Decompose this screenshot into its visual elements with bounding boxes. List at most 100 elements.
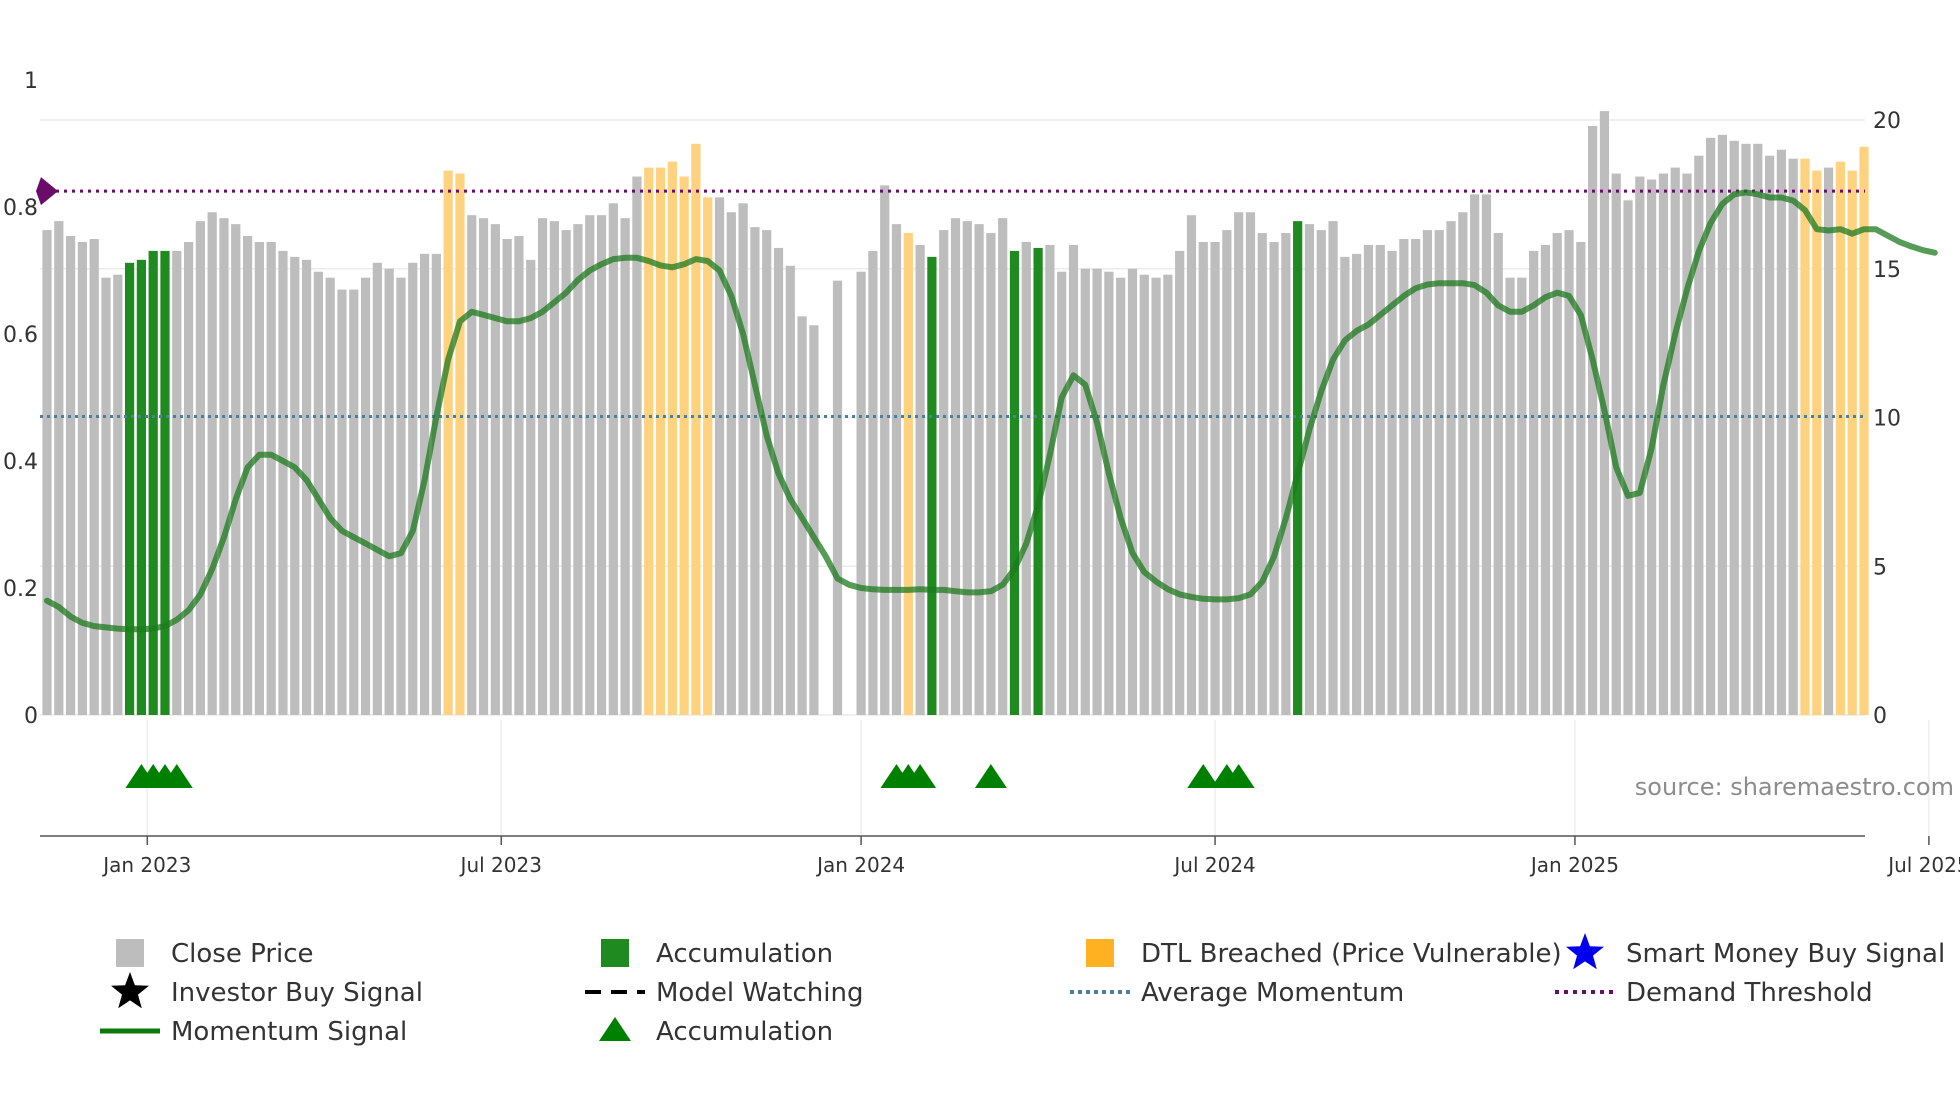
- legend-label: Accumulation: [656, 939, 833, 969]
- close-price-bar: [1245, 212, 1256, 715]
- close-price-bar: [172, 250, 182, 715]
- close-price-bar: [502, 239, 512, 715]
- legend: Close Price Accumulation DTL Breached (Pri…: [100, 933, 1945, 1047]
- axes: Jan 2023 Jul 2023 Jan 2024 Jul 2024 Jan 2025…: [3, 69, 1960, 877]
- close-price-bar: [1765, 155, 1775, 715]
- close-price-bar: [785, 265, 795, 715]
- dtl-breached-bar: [679, 176, 689, 715]
- close-price-bar: [974, 224, 984, 715]
- close-price-bar: [1269, 241, 1279, 715]
- accumulation-triangle-marker: [1222, 764, 1255, 788]
- accumulation-bar: [1009, 250, 1020, 715]
- close-price-bar: [337, 289, 347, 715]
- close-price-bar: [1316, 230, 1326, 715]
- close-price-bar: [1186, 215, 1197, 715]
- close-price-bar: [738, 203, 748, 716]
- legend-label: Model Watching: [656, 978, 863, 1008]
- close-price-bar: [1776, 149, 1787, 715]
- close-price-bar: [809, 325, 819, 715]
- dtl-breached-bar: [1847, 170, 1857, 715]
- close-price-bar: [832, 280, 843, 715]
- close-price-bar: [1175, 250, 1185, 715]
- close-price-bar: [1505, 277, 1515, 715]
- close-price-bar: [1564, 230, 1574, 715]
- close-price-bar: [1198, 241, 1208, 715]
- close-price-bar: [478, 218, 489, 716]
- close-price-bar: [1045, 244, 1055, 715]
- close-price-bar: [1422, 230, 1433, 715]
- close-price-bar: [620, 218, 630, 716]
- dtl-breached-bar: [443, 170, 453, 715]
- close-price-bar: [1635, 176, 1645, 715]
- close-price-bar: [608, 203, 618, 716]
- accumulation-bar: [160, 250, 170, 715]
- close-price-bar: [1021, 241, 1031, 715]
- close-price-bar: [431, 253, 441, 715]
- close-price-bar: [915, 244, 925, 715]
- accumulation-triangle-marker: [160, 764, 193, 788]
- accumulation-bar: [148, 250, 158, 715]
- dtl-breached-bar: [644, 167, 654, 716]
- close-price-bar: [349, 289, 359, 715]
- close-price-bar: [773, 247, 784, 716]
- legend-label: Investor Buy Signal: [171, 978, 423, 1008]
- close-price-bar: [1446, 221, 1456, 715]
- dtl-breached-bar: [1812, 170, 1822, 715]
- close-price-bar: [1682, 173, 1692, 716]
- close-price-bar: [325, 277, 335, 715]
- dtl-breached-bar: [903, 233, 913, 716]
- close-price-bar: [714, 197, 725, 716]
- close-price-bar: [1057, 271, 1067, 715]
- close-price-bar: [526, 259, 536, 715]
- close-price-bar: [750, 227, 760, 715]
- close-price-bar: [1588, 125, 1598, 715]
- close-price-bar: [1411, 239, 1421, 715]
- close-price-bar: [1304, 224, 1315, 715]
- close-price-bar: [1151, 277, 1161, 715]
- close-price-bar: [219, 218, 229, 716]
- legend-label: Average Momentum: [1141, 978, 1404, 1008]
- x-tick-label: Jul 2024: [1172, 853, 1255, 877]
- reference-lines: [36, 177, 1865, 419]
- close-price-bar: [1493, 233, 1503, 716]
- accumulation-bar: [927, 256, 937, 715]
- close-price-bar: [301, 259, 312, 715]
- close-price-bar: [1576, 241, 1586, 715]
- y-left-tick-label: 1: [24, 69, 38, 94]
- accumulation-bar: [136, 259, 146, 715]
- x-tick-label: Jul 2023: [459, 853, 542, 877]
- close-price-bar: [1717, 134, 1728, 715]
- accumulation-triangle-marker: [1187, 764, 1220, 788]
- legend-dtl-swatch: [1086, 939, 1114, 967]
- close-price-bar: [408, 262, 418, 715]
- accumulation-triangle-marker: [904, 764, 937, 788]
- y-right-tick-label: 20: [1873, 109, 1901, 134]
- y-left-tick-label: 0.2: [3, 577, 38, 602]
- close-price-bar: [1104, 271, 1114, 715]
- close-price-bar: [231, 224, 241, 715]
- close-price-bar: [65, 236, 76, 715]
- close-price-bar: [360, 277, 371, 715]
- close-price-bar: [1458, 212, 1468, 715]
- momentum-line-group: [44, 189, 1938, 633]
- close-price-bar: [726, 212, 736, 715]
- close-price-bar: [1127, 268, 1138, 715]
- close-price-bar: [1517, 277, 1527, 715]
- close-price-bar: [1658, 173, 1669, 716]
- accumulation-triangle-marker: [974, 764, 1007, 788]
- accumulation-markers: [125, 764, 1255, 788]
- close-price-bar: [313, 271, 323, 715]
- close-price-bar: [762, 230, 772, 715]
- close-price-bar: [1210, 241, 1220, 715]
- close-price-bar: [1753, 143, 1763, 716]
- close-price-bar: [1611, 173, 1621, 716]
- close-price-bar: [1139, 274, 1149, 715]
- y-left-tick-label: 0.6: [3, 323, 38, 348]
- dtl-breached-bar: [691, 143, 701, 716]
- close-price-bar: [1375, 244, 1385, 715]
- accumulation-bar: [1033, 247, 1043, 716]
- close-price-bar: [986, 233, 996, 716]
- legend-accumulation-triangle: [599, 1017, 631, 1041]
- close-price-bar: [1729, 140, 1739, 715]
